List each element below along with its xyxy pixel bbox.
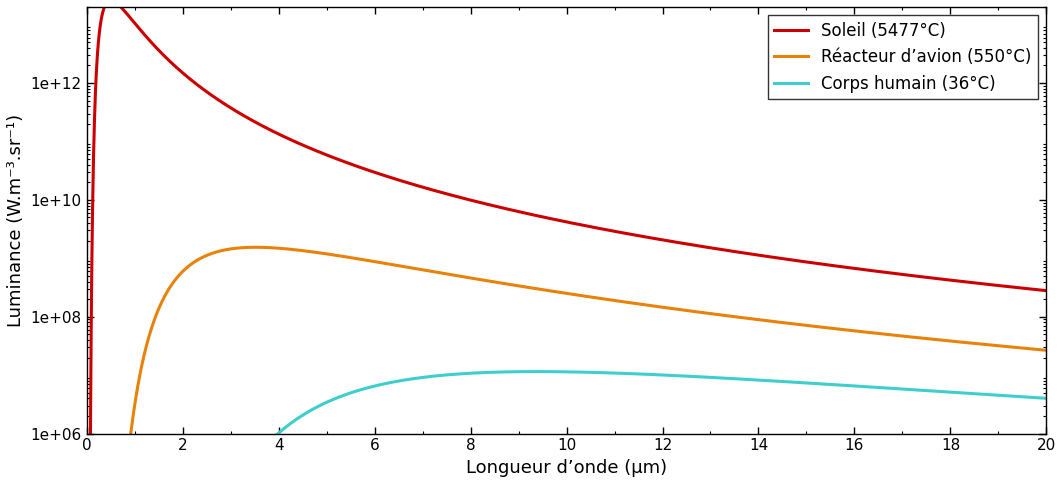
Réacteur d’avion (550°C) xyxy=(250,244,263,250)
Réacteur d’avion (550°C) xyxy=(918,335,931,341)
Corps humain (36°C) xyxy=(1022,394,1034,400)
Soleil (5477°C) xyxy=(192,83,205,89)
Réacteur d’avion (550°C) xyxy=(249,244,261,250)
Corps humain (36°C) xyxy=(530,369,543,375)
Legend: Soleil (5477°C), Réacteur d’avion (550°C), Corps humain (36°C): Soleil (5477°C), Réacteur d’avion (550°C… xyxy=(767,15,1039,99)
Corps humain (36°C) xyxy=(1040,395,1052,401)
Soleil (5477°C) xyxy=(450,194,462,199)
Soleil (5477°C) xyxy=(491,204,504,210)
Réacteur d’avion (550°C) xyxy=(491,280,504,286)
Corps humain (36°C) xyxy=(450,371,462,377)
Y-axis label: Luminance (W.m⁻³.sr⁻¹): Luminance (W.m⁻³.sr⁻¹) xyxy=(7,114,24,327)
Line: Réacteur d’avion (550°C): Réacteur d’avion (550°C) xyxy=(89,247,1046,484)
Réacteur d’avion (550°C) xyxy=(450,272,462,278)
Corps humain (36°C) xyxy=(491,369,504,375)
Corps humain (36°C) xyxy=(249,454,261,460)
Réacteur d’avion (550°C) xyxy=(191,257,204,262)
Réacteur d’avion (550°C) xyxy=(1022,346,1034,351)
Line: Corps humain (36°C): Corps humain (36°C) xyxy=(89,372,1046,484)
Corps humain (36°C) xyxy=(918,388,931,393)
Soleil (5477°C) xyxy=(1040,288,1052,294)
Soleil (5477°C) xyxy=(1022,286,1034,292)
Réacteur d’avion (550°C) xyxy=(1040,348,1052,353)
X-axis label: Longueur d’onde (µm): Longueur d’onde (µm) xyxy=(466,459,668,477)
Soleil (5477°C) xyxy=(104,0,117,3)
Line: Soleil (5477°C): Soleil (5477°C) xyxy=(89,0,1046,484)
Soleil (5477°C) xyxy=(918,274,931,280)
Soleil (5477°C) xyxy=(249,119,261,125)
